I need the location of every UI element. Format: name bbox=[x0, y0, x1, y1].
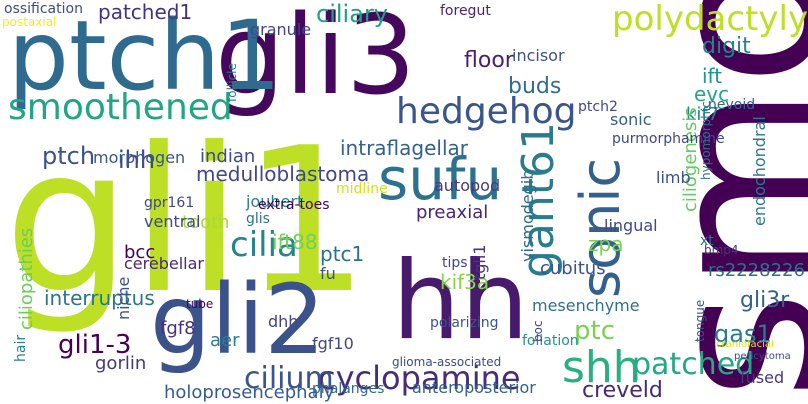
word-cloud-term: ventral bbox=[144, 212, 201, 231]
word-cloud-term: aer bbox=[210, 330, 240, 351]
word-cloud-term: tube bbox=[186, 297, 214, 311]
word-cloud-term: kif7 bbox=[686, 104, 720, 125]
word-cloud-term: craniofacial bbox=[716, 339, 774, 350]
word-cloud-term: gli3 bbox=[215, 0, 416, 119]
word-cloud-term: foliation bbox=[522, 333, 579, 349]
word-cloud-term: ciliogenesis bbox=[680, 107, 701, 212]
word-cloud-term: hair bbox=[13, 334, 29, 362]
word-cloud-term: ihh bbox=[118, 146, 156, 174]
word-cloud-term: pericytoma bbox=[734, 351, 791, 362]
word-cloud-term: tips bbox=[442, 255, 468, 271]
word-cloud-term: dhh bbox=[268, 312, 299, 331]
word-cloud-term: endochondral bbox=[750, 116, 769, 226]
word-cloud-term: granule bbox=[250, 20, 312, 39]
word-cloud-term: ptc1 bbox=[320, 242, 365, 266]
word-cloud-term: purmorphamine bbox=[612, 131, 725, 147]
word-cloud-term: tongue bbox=[693, 299, 707, 342]
word-cloud-term: medulloblastoma bbox=[196, 162, 370, 186]
word-cloud-term: autopod bbox=[434, 176, 501, 195]
word-cloud-term: cilia bbox=[230, 225, 298, 265]
word-cloud-term: ciliopathies bbox=[16, 227, 37, 330]
word-cloud-term: ptch1 bbox=[8, 0, 282, 112]
word-cloud-term: hh bbox=[392, 239, 529, 364]
word-cloud-term: ciliary bbox=[316, 0, 388, 28]
word-cloud-term: xt bbox=[700, 233, 714, 249]
word-cloud-term: vismodegib bbox=[518, 169, 537, 262]
word-cloud-term: preaxial bbox=[416, 202, 489, 223]
word-cloud-term: gli3r bbox=[740, 288, 790, 313]
word-cloud-term: ptch bbox=[42, 142, 96, 170]
word-cloud-term: ossification bbox=[4, 1, 83, 17]
word-cloud-term: holoprosencephaly bbox=[164, 382, 335, 403]
word-cloud-term: tooth bbox=[182, 212, 230, 233]
word-cloud-term: fgf10 bbox=[312, 334, 354, 353]
word-cloud-term: ptch2 bbox=[578, 99, 618, 115]
word-cloud-term: polydactyly bbox=[612, 0, 808, 39]
word-cloud-term: hypomorphic bbox=[699, 101, 713, 180]
word-cloud-term: morphogen bbox=[93, 148, 186, 167]
word-cloud-term: creveld bbox=[582, 378, 663, 403]
word-cloud-term: patched1 bbox=[98, 0, 193, 24]
word-cloud-term: glioma-associated bbox=[392, 355, 502, 369]
word-cloud-term: midline bbox=[336, 181, 388, 197]
word-cloud-term: tgli1 bbox=[470, 244, 489, 281]
word-cloud-term: floor bbox=[464, 48, 514, 73]
word-cloud-term: intraflagellar bbox=[340, 136, 468, 160]
word-cloud-term: gli2 bbox=[150, 264, 326, 376]
word-cloud-term: extra-toes bbox=[258, 197, 330, 213]
word-cloud-term: nevoid bbox=[708, 97, 756, 113]
word-cloud-term: gli1-3 bbox=[58, 330, 132, 360]
word-cloud-term: gas1 bbox=[714, 320, 772, 348]
word-cloud-term: mesenchyme bbox=[532, 296, 640, 315]
word-cloud-term: gpr161 bbox=[144, 195, 195, 211]
word-cloud-term: fused bbox=[740, 368, 785, 387]
word-cloud-term: joubert bbox=[246, 192, 304, 211]
word-cloud-term: ift bbox=[702, 64, 723, 88]
word-cloud-term: cilium bbox=[244, 361, 334, 396]
word-cloud-term: patched bbox=[632, 347, 755, 382]
word-cloud-term: niche bbox=[114, 276, 133, 320]
word-cloud-term: indian bbox=[200, 146, 256, 167]
word-cloud-term: fu bbox=[320, 264, 336, 283]
word-cloud-term: sonic bbox=[610, 110, 652, 129]
word-cloud-term: buds bbox=[508, 74, 562, 99]
word-cloud-term: ptc bbox=[574, 316, 615, 346]
word-cloud-term: zpa bbox=[588, 232, 624, 256]
word-cloud-term: bcc bbox=[124, 242, 156, 263]
word-cloud-term: phalanges bbox=[312, 381, 385, 397]
word-cloud-term: lingual bbox=[604, 216, 658, 235]
word-cloud-term: gorlin bbox=[95, 353, 147, 374]
word-cloud-term: follicle bbox=[225, 63, 239, 102]
word-cloud-term: limb bbox=[656, 168, 691, 187]
word-cloud-term: incisor bbox=[512, 46, 565, 65]
word-cloud-term: sufu bbox=[378, 145, 503, 213]
word-cloud-term: cubitus bbox=[540, 258, 606, 279]
word-cloud-term: fgf8 bbox=[160, 318, 196, 339]
word-cloud-term: shh bbox=[562, 342, 641, 393]
word-cloud-term: polarizing bbox=[430, 315, 499, 331]
word-cloud-term: hedgehog bbox=[396, 91, 577, 132]
word-cloud-term: ift88 bbox=[272, 230, 318, 254]
word-cloud-term: glis bbox=[246, 211, 270, 227]
word-cloud-term: cyclopamine bbox=[318, 359, 521, 397]
word-cloud-term: gli1 bbox=[4, 105, 370, 338]
word-cloud-term: smoothened bbox=[8, 87, 233, 128]
word-cloud-term: boc bbox=[531, 320, 545, 342]
word-cloud-term: interruptus bbox=[44, 286, 155, 310]
word-cloud-term: postaxial bbox=[2, 15, 57, 29]
word-cloud-term: evc bbox=[694, 82, 730, 106]
word-cloud-term: digit bbox=[702, 34, 751, 59]
word-cloud-term: cerebellar bbox=[124, 254, 204, 273]
word-cloud-term: kif3a bbox=[440, 270, 490, 294]
word-cloud-term: anteroposterior bbox=[412, 378, 536, 397]
word-cloud-term: foregut bbox=[440, 3, 491, 19]
word-cloud-term: rs2228226 bbox=[708, 260, 805, 281]
word-cloud-term: bmp4 bbox=[704, 243, 739, 257]
